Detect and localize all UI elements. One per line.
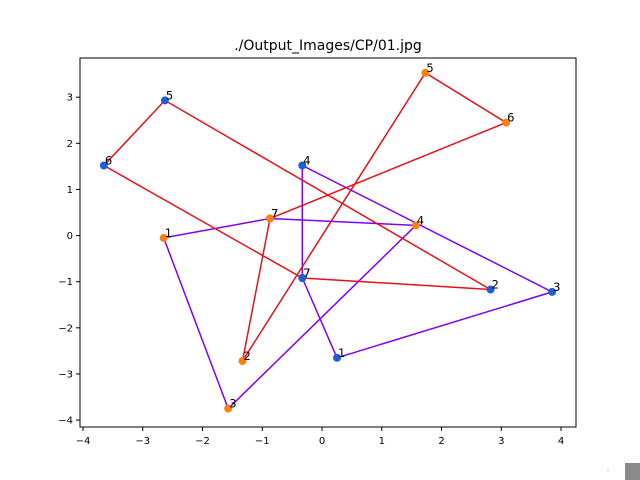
x-tick-label: 3	[498, 436, 504, 447]
point-label: 7	[303, 266, 310, 280]
point-label: 3	[229, 397, 236, 411]
x-tick-label: 4	[558, 436, 564, 447]
point-label: 2	[492, 278, 499, 292]
x-axis: −4 −3 −2 −1 0 1 2 3 4	[76, 427, 564, 447]
data-point	[99, 161, 108, 170]
point-label: 6	[105, 154, 112, 168]
data-point	[333, 353, 341, 362]
status-dot	[607, 470, 609, 471]
data-point	[224, 404, 233, 413]
data-point	[411, 221, 420, 230]
point-label: 6	[507, 111, 514, 125]
data-points	[99, 68, 557, 413]
data-point	[298, 274, 307, 282]
polygon-line-4	[102, 99, 491, 291]
y-tick-label: 1	[67, 185, 73, 196]
x-tick-label: 0	[319, 436, 325, 447]
y-axis: −4 −3 −2 −1 0 1 2 3	[58, 93, 80, 427]
point-label: 1	[338, 346, 345, 360]
polygon-line-2	[301, 164, 555, 359]
x-tick-label: −3	[135, 436, 150, 447]
point-label: 5	[166, 88, 173, 102]
point-label: 2	[244, 349, 251, 363]
y-tick-label: 0	[67, 231, 73, 242]
data-point	[486, 285, 495, 294]
data-point	[421, 68, 430, 77]
data-point	[160, 96, 169, 105]
x-tick-label: −2	[195, 436, 210, 447]
point-label: 3	[553, 280, 560, 294]
x-tick-label: −4	[76, 436, 91, 447]
point-label: 4	[303, 154, 310, 168]
chart-title: ./Output_Images/CP/01.jpg	[234, 38, 422, 54]
point-label: 5	[426, 61, 433, 75]
polygon-lines	[102, 71, 555, 410]
data-point	[298, 161, 307, 170]
point-label: 7	[271, 207, 278, 221]
plot-frame	[79, 57, 577, 428]
corner-handle[interactable]	[625, 463, 640, 480]
y-tick-label: −3	[58, 369, 73, 380]
x-tick-label: 2	[438, 436, 444, 447]
point-label: 4	[417, 213, 424, 227]
y-tick-label: 3	[67, 93, 73, 104]
point-label: 1	[165, 226, 172, 240]
y-tick-label: −4	[58, 416, 73, 427]
data-point	[502, 118, 511, 127]
y-tick-label: −1	[58, 277, 73, 288]
point-label: 7	[271, 207, 278, 221]
x-tick-label: 1	[379, 436, 385, 447]
y-tick-label: 2	[67, 139, 73, 150]
data-point	[238, 357, 247, 365]
x-tick-label: −1	[255, 436, 270, 447]
data-point	[548, 287, 557, 296]
data-point	[159, 233, 168, 242]
point-label: 7	[303, 266, 310, 280]
polygon-line-1	[162, 217, 418, 410]
y-tick-label: −2	[58, 323, 73, 334]
data-point	[266, 214, 274, 223]
